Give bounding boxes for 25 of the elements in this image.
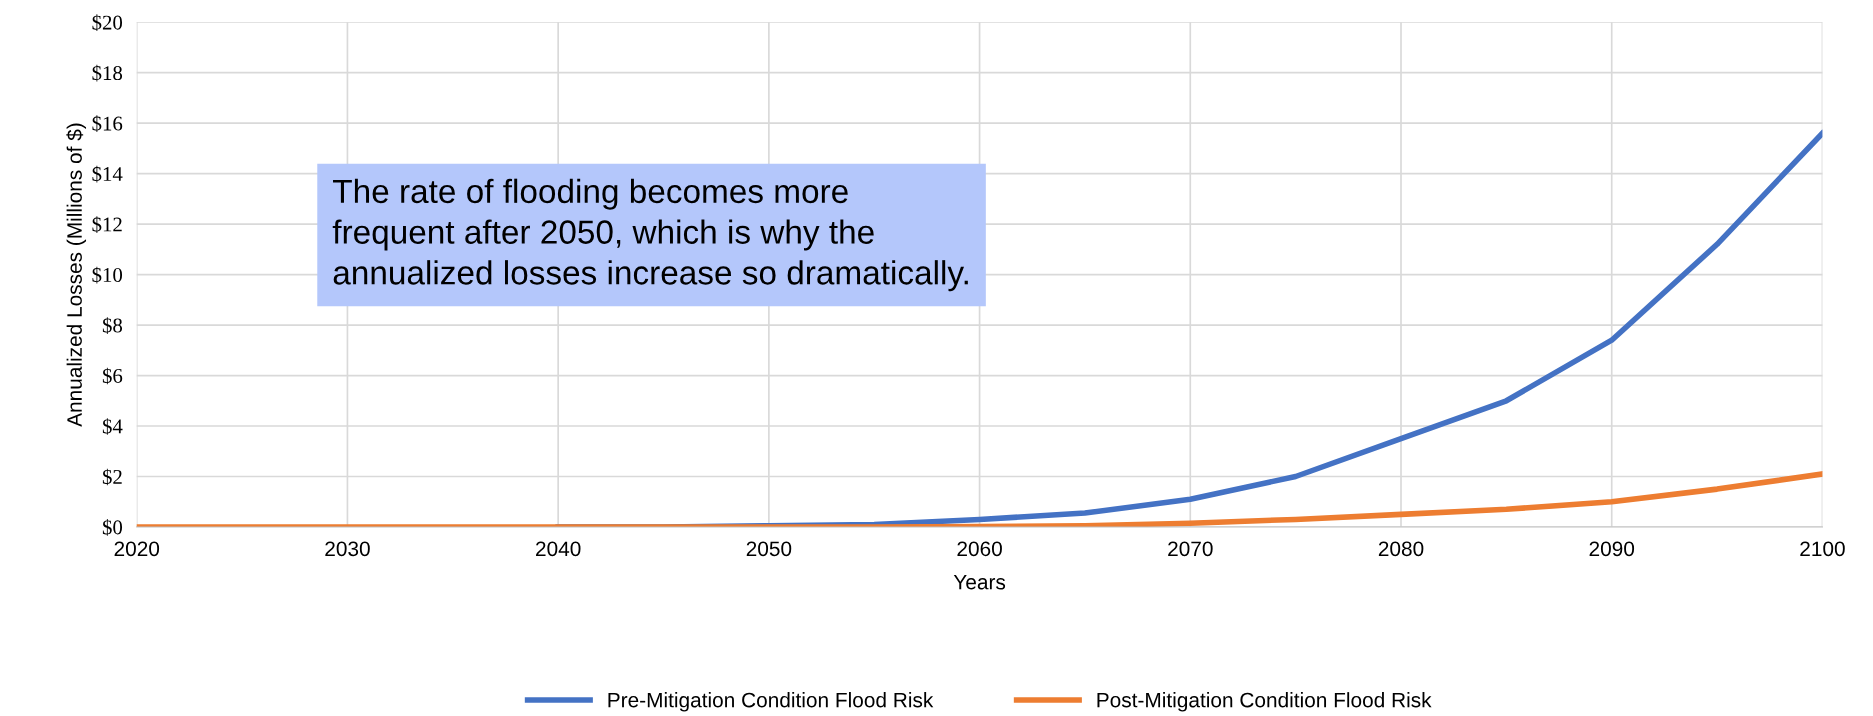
legend-label: Pre-Mitigation Condition Flood Risk [608,692,934,712]
x-tick-label: 2050 [746,541,792,557]
y-tick-label: $0 [102,519,123,536]
y-tick-label: $12 [92,216,122,233]
x-tick-label: 2100 [1800,541,1845,557]
y-tick-label: $6 [102,367,123,385]
y-tick-label: $16 [92,115,123,132]
y-tick-label: $8 [102,317,123,334]
x-tick-label: 2060 [957,541,1002,557]
y-tick-label: $18 [92,64,123,82]
legend-label: Post-Mitigation Condition Flood Risk [1097,692,1432,712]
x-tick-label: 2070 [1168,541,1213,557]
y-tick-label: $2 [102,468,122,486]
x-tick-label: 2020 [114,541,160,557]
y-axis-title: Annualized Losses (Millions of $) [66,123,87,427]
x-tick-label: 2030 [325,541,370,557]
y-tick-label: $20 [92,14,123,32]
annotation: The rate of flooding becomes more frequent after 2050, which is why the annualized losses increase so dramatically. [332,178,968,292]
y-tick-label: $4 [102,418,123,435]
y-tick-label: $14 [92,165,123,183]
x-tick-label: 2090 [1589,541,1635,557]
x-tick-label: 2040 [536,541,581,557]
x-axis-title: Years [953,574,1006,590]
x-tick-label: 2080 [1378,541,1424,557]
y-tick-label: $10 [92,266,123,284]
